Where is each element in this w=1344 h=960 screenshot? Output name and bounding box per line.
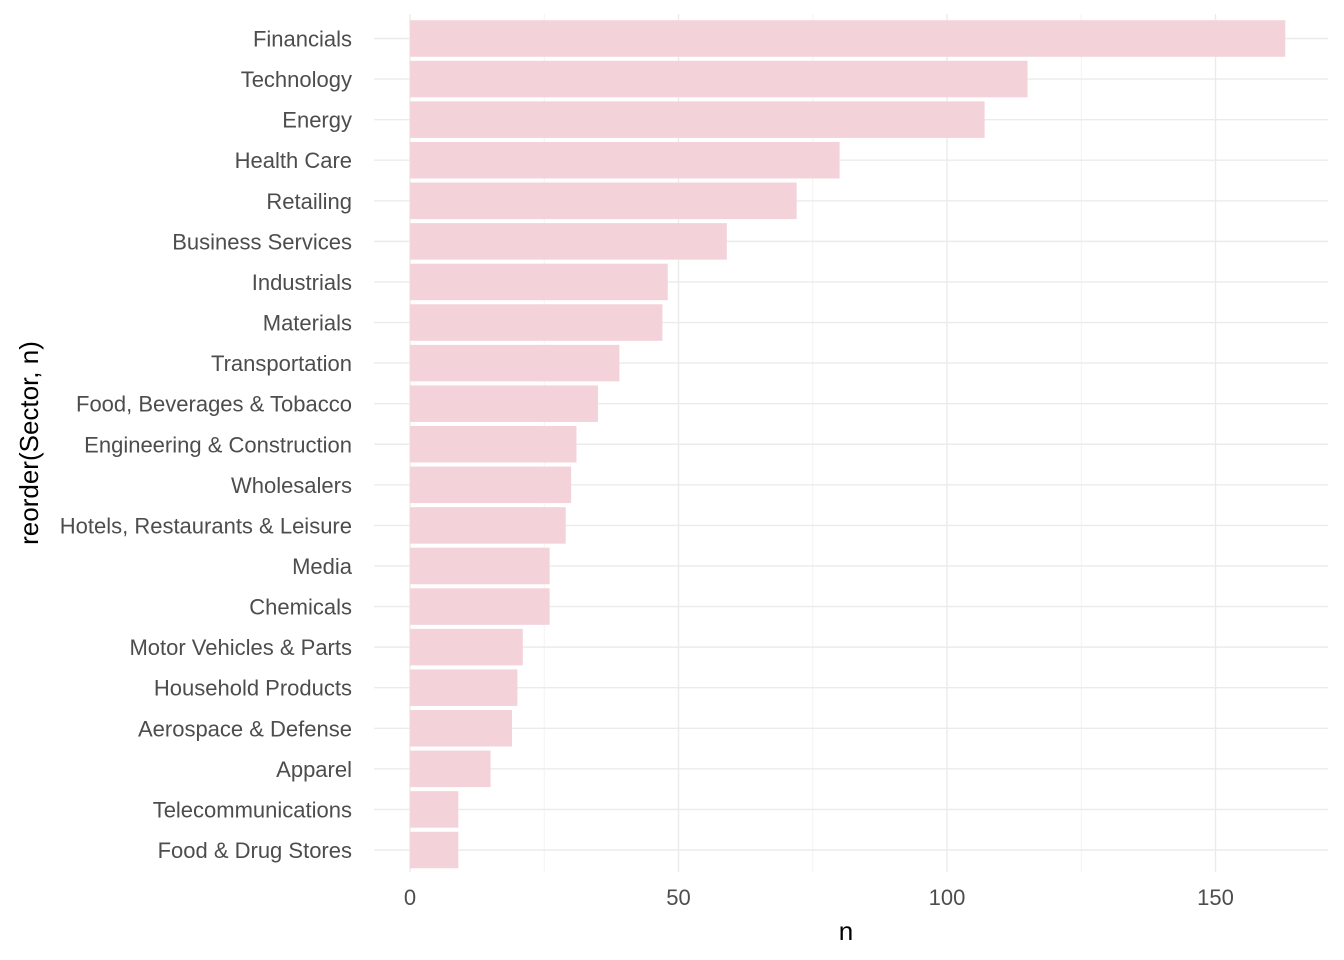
x-tick-label: 0: [404, 885, 416, 910]
y-tick-label: Financials: [253, 27, 352, 52]
y-tick-label: Engineering & Construction: [84, 432, 352, 457]
y-tick-label: Business Services: [172, 229, 352, 254]
bar: [410, 141, 840, 179]
bar: [410, 547, 550, 585]
bar: [410, 263, 668, 301]
y-tick-label: Industrials: [252, 270, 352, 295]
y-tick-label: Transportation: [211, 351, 352, 376]
y-tick-label: Hotels, Restaurants & Leisure: [60, 513, 352, 538]
x-axis-tick-labels: 0 50 100 150: [404, 885, 1234, 910]
bar: [410, 182, 797, 220]
bars: [410, 20, 1286, 869]
y-tick-label: Media: [292, 554, 353, 579]
bar: [410, 60, 1028, 98]
y-tick-label: Technology: [241, 67, 352, 92]
x-tick-label: 100: [929, 885, 966, 910]
y-axis-tick-labels: Financials Technology Energy Health Care Ret…: [60, 27, 353, 864]
bar: [410, 304, 663, 341]
x-axis-title: n: [839, 916, 853, 946]
bar: [410, 20, 1286, 57]
bar: [410, 385, 598, 422]
y-tick-label: Motor Vehicles & Parts: [129, 635, 352, 660]
y-tick-label: Health Care: [235, 148, 352, 173]
y-tick-label: Wholesalers: [231, 473, 352, 498]
bar: [410, 791, 459, 828]
bar: [410, 750, 491, 788]
y-tick-label: Apparel: [276, 757, 352, 782]
bar: [410, 425, 577, 463]
bar: [410, 669, 518, 706]
x-tick-label: 150: [1197, 885, 1234, 910]
bar: [410, 223, 727, 260]
y-tick-label: Materials: [263, 311, 352, 336]
y-tick-label: Retailing: [266, 189, 352, 214]
y-tick-label: Household Products: [154, 676, 352, 701]
y-tick-label: Chemicals: [249, 595, 352, 620]
y-tick-label: Food & Drug Stores: [158, 838, 352, 863]
bar: [410, 344, 620, 382]
bar: [410, 101, 985, 138]
x-tick-label: 50: [666, 885, 690, 910]
bar: [410, 628, 523, 666]
y-tick-label: Telecommunications: [153, 797, 352, 822]
bar: [410, 710, 513, 747]
y-axis-title: reorder(Sector, n): [14, 341, 44, 545]
bar: [410, 588, 550, 625]
bar: [410, 466, 572, 504]
bar: [410, 507, 566, 544]
y-tick-label: Food, Beverages & Tobacco: [76, 392, 352, 417]
y-tick-label: Energy: [282, 108, 352, 133]
y-tick-label: Aerospace & Defense: [138, 716, 352, 741]
bar: [410, 831, 459, 869]
